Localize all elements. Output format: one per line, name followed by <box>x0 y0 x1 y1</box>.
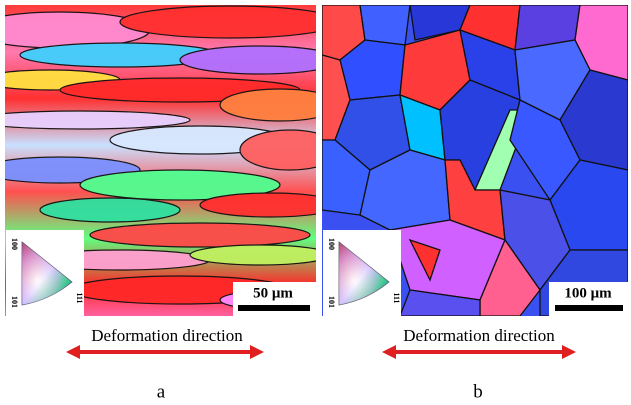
arrow-a <box>66 345 264 359</box>
direction-caption: Deformation direction <box>403 326 555 345</box>
legend-101: 101 <box>10 296 19 308</box>
legend-100: 100 <box>327 238 336 250</box>
scale-bar-b: 100 μm <box>549 282 628 316</box>
arrow-b <box>382 345 576 359</box>
figure: 100 101 111 100 101 111 50 μm 100 μm Def… <box>0 0 631 405</box>
legend-111: 111 <box>75 292 84 303</box>
legend-100: 100 <box>10 238 19 250</box>
panel-label: a <box>157 381 166 402</box>
scale-text: 50 μm <box>253 285 293 301</box>
ipf-legend-a: 100 101 111 <box>6 230 84 316</box>
direction-caption: Deformation direction <box>91 326 243 345</box>
scale-text: 100 μm <box>564 285 612 301</box>
ipf-legend-b: 100 101 111 <box>323 230 401 316</box>
scale-bar-a: 50 μm <box>233 282 316 316</box>
legend-101: 101 <box>327 296 336 308</box>
panel-label: b <box>473 381 483 402</box>
legend-111: 111 <box>392 292 401 303</box>
